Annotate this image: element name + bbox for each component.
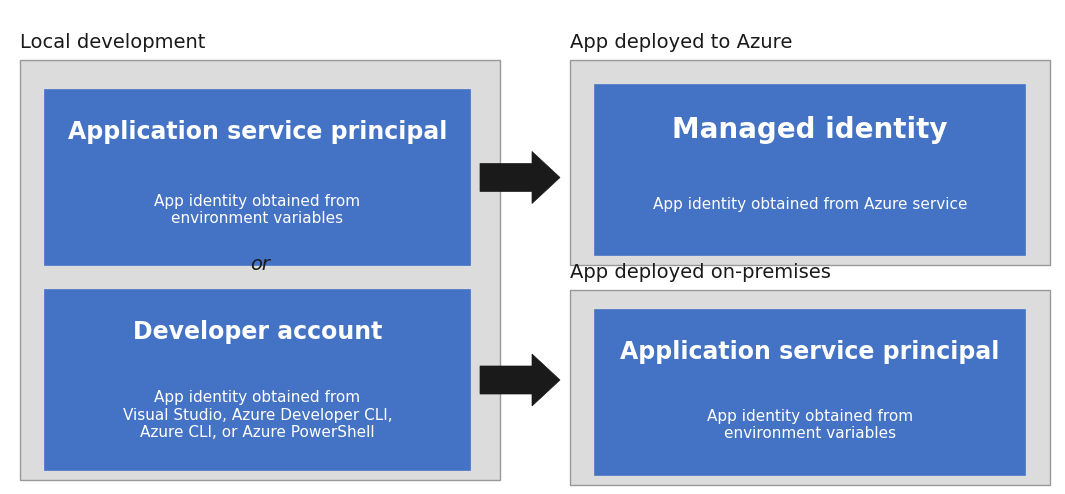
- Text: App deployed on-premises: App deployed on-premises: [570, 263, 831, 282]
- Bar: [45, 90, 470, 265]
- Text: Managed identity: Managed identity: [672, 116, 948, 144]
- Text: Local development: Local development: [20, 33, 206, 52]
- Text: Application service principal: Application service principal: [620, 340, 1000, 364]
- Text: or: or: [250, 255, 269, 275]
- Bar: [595, 310, 1025, 475]
- Text: App deployed to Azure: App deployed to Azure: [570, 33, 792, 52]
- Text: App identity obtained from
environment variables: App identity obtained from environment v…: [707, 409, 913, 441]
- Text: Developer account: Developer account: [133, 320, 382, 344]
- Polygon shape: [480, 152, 560, 204]
- Bar: [595, 85, 1025, 255]
- Text: App identity obtained from
environment variables: App identity obtained from environment v…: [154, 194, 361, 226]
- Bar: [45, 290, 470, 470]
- Bar: [570, 290, 1050, 485]
- Polygon shape: [480, 354, 560, 406]
- Text: Application service principal: Application service principal: [68, 120, 447, 144]
- Bar: [20, 60, 499, 480]
- Text: App identity obtained from
Visual Studio, Azure Developer CLI,
Azure CLI, or Azu: App identity obtained from Visual Studio…: [122, 390, 392, 440]
- Bar: [570, 60, 1050, 265]
- Text: App identity obtained from Azure service: App identity obtained from Azure service: [653, 198, 967, 212]
